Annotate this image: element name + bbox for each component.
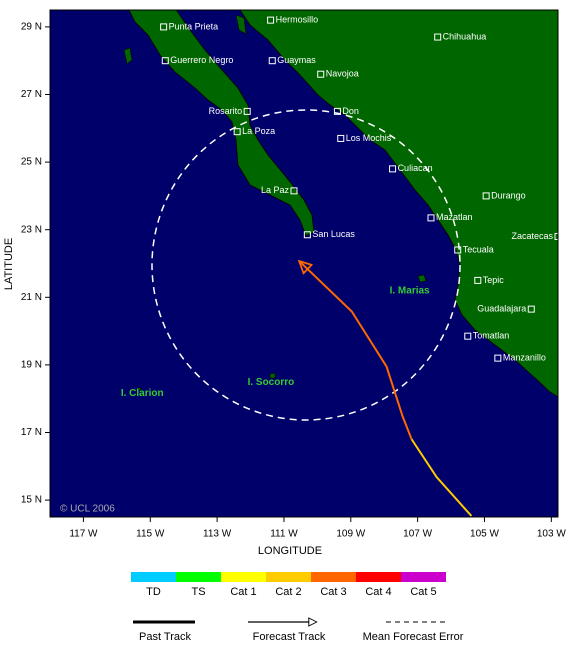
city-marker <box>474 276 482 284</box>
city-marker <box>434 33 442 41</box>
city-marker <box>494 354 502 362</box>
category-swatch <box>131 572 176 582</box>
island-shape <box>269 372 276 379</box>
city-marker <box>267 16 275 24</box>
axes: 117 W 115 W 113 W 111 W 109 W 107 W 105 W 103 W… <box>21 22 566 540</box>
category-swatch <box>176 572 221 582</box>
copyright: © UCL 2006 <box>60 504 115 515</box>
category-swatch <box>266 572 311 582</box>
category-swatch <box>311 572 356 582</box>
island-label: I. Marias <box>390 286 430 297</box>
city-label: Rosarito <box>209 106 243 116</box>
city-label: Durango <box>491 190 526 200</box>
x-tick-label: 115 W <box>136 529 165 540</box>
city-label: Navojoa <box>326 69 359 79</box>
city-marker <box>160 23 168 31</box>
y-tick-label: 23 N <box>21 224 42 235</box>
city-marker <box>333 107 341 115</box>
city-label: Hermosillo <box>276 15 319 25</box>
city-marker <box>454 246 462 254</box>
map-area: Hermosillo Chihuahua Punta Prieta Guerrero … <box>50 10 558 517</box>
legend: Past Track Forecast Track Mean Forecast … <box>131 572 464 643</box>
city-label: Guaymas <box>277 55 316 65</box>
plot-frame <box>49 9 559 518</box>
city-label: Tepic <box>483 275 505 285</box>
category-swatch <box>401 572 446 582</box>
city-marker <box>427 214 435 222</box>
city-label: Manzanillo <box>503 353 546 363</box>
city-label: Guadalajara <box>477 304 526 314</box>
y-tick-label: 27 N <box>21 89 42 100</box>
city-marker <box>389 165 397 173</box>
city-marker <box>317 70 325 78</box>
city-label: La Paz <box>261 185 290 195</box>
city-marker <box>303 231 311 239</box>
category-label: Cat 5 <box>410 586 436 598</box>
y-axis-label: LATITUDE <box>3 238 15 290</box>
x-tick-label: 111 W <box>270 529 298 540</box>
city-label: San Lucas <box>312 229 355 239</box>
y-tick-label: 19 N <box>21 360 42 371</box>
x-tick-label: 109 W <box>336 529 365 540</box>
city-label: La Poza <box>242 126 275 136</box>
category-label: TD <box>146 586 161 598</box>
x-axis-label: LONGITUDE <box>258 545 322 557</box>
city-group: Hermosillo Chihuahua Punta Prieta Guerrero … <box>121 15 558 399</box>
city-marker <box>464 332 472 340</box>
city-marker <box>268 57 276 65</box>
category-swatch <box>221 572 266 582</box>
island-shape <box>235 14 247 35</box>
legend-item: Past Track <box>139 631 191 643</box>
island-shape <box>123 47 133 65</box>
y-tick-label: 21 N <box>21 292 42 303</box>
x-tick-label: 117 W <box>69 529 98 540</box>
mean-forecast-error-circle <box>151 109 461 421</box>
city-label: Tecuala <box>463 244 494 254</box>
y-tick-label: 29 N <box>21 22 42 33</box>
island-label: I. Socorro <box>248 377 295 388</box>
city-label: Punta Prieta <box>169 21 219 31</box>
city-label: Culiacan <box>398 163 433 173</box>
island-shape <box>417 274 427 283</box>
x-tick-label: 105 W <box>470 529 499 540</box>
category-label: Cat 3 <box>320 586 346 598</box>
legend-item: Mean Forecast Error <box>363 631 464 643</box>
city-marker <box>527 305 535 313</box>
y-tick-label: 15 N <box>21 495 42 506</box>
track-group <box>300 262 473 517</box>
island-label: I. Clarion <box>121 388 164 399</box>
city-label: Los Mochis <box>346 133 392 143</box>
city-label: Tomatlan <box>473 331 510 341</box>
island-shape <box>137 387 142 391</box>
x-tick-label: 103 W <box>537 529 566 540</box>
baja-peninsula <box>128 10 315 237</box>
city-marker <box>337 134 345 142</box>
city-marker <box>161 57 169 65</box>
x-tick-label: 107 W <box>403 529 432 540</box>
storm-track <box>300 262 413 440</box>
storm-track <box>410 438 473 517</box>
category-label: TS <box>191 586 205 598</box>
category-label: Cat 1 <box>230 586 256 598</box>
legend-item: Forecast Track <box>253 631 326 643</box>
city-marker <box>233 128 241 136</box>
x-tick-label: 113 W <box>203 529 232 540</box>
category-label: Cat 4 <box>365 586 391 598</box>
city-marker <box>290 187 298 195</box>
city-label: Chihuahua <box>443 31 487 41</box>
city-label: Don <box>342 106 359 116</box>
city-label: Guerrero Negro <box>170 55 233 65</box>
mainland <box>239 10 558 398</box>
city-marker <box>243 107 251 115</box>
category-label: Cat 2 <box>275 586 301 598</box>
city-label: Mazatlan <box>436 212 473 222</box>
city-label: Zacatecas <box>511 231 553 241</box>
y-tick-label: 25 N <box>21 157 42 168</box>
y-tick-label: 17 N <box>21 427 42 438</box>
city-marker <box>482 192 490 200</box>
city-marker <box>554 232 558 240</box>
category-swatch <box>356 572 401 582</box>
